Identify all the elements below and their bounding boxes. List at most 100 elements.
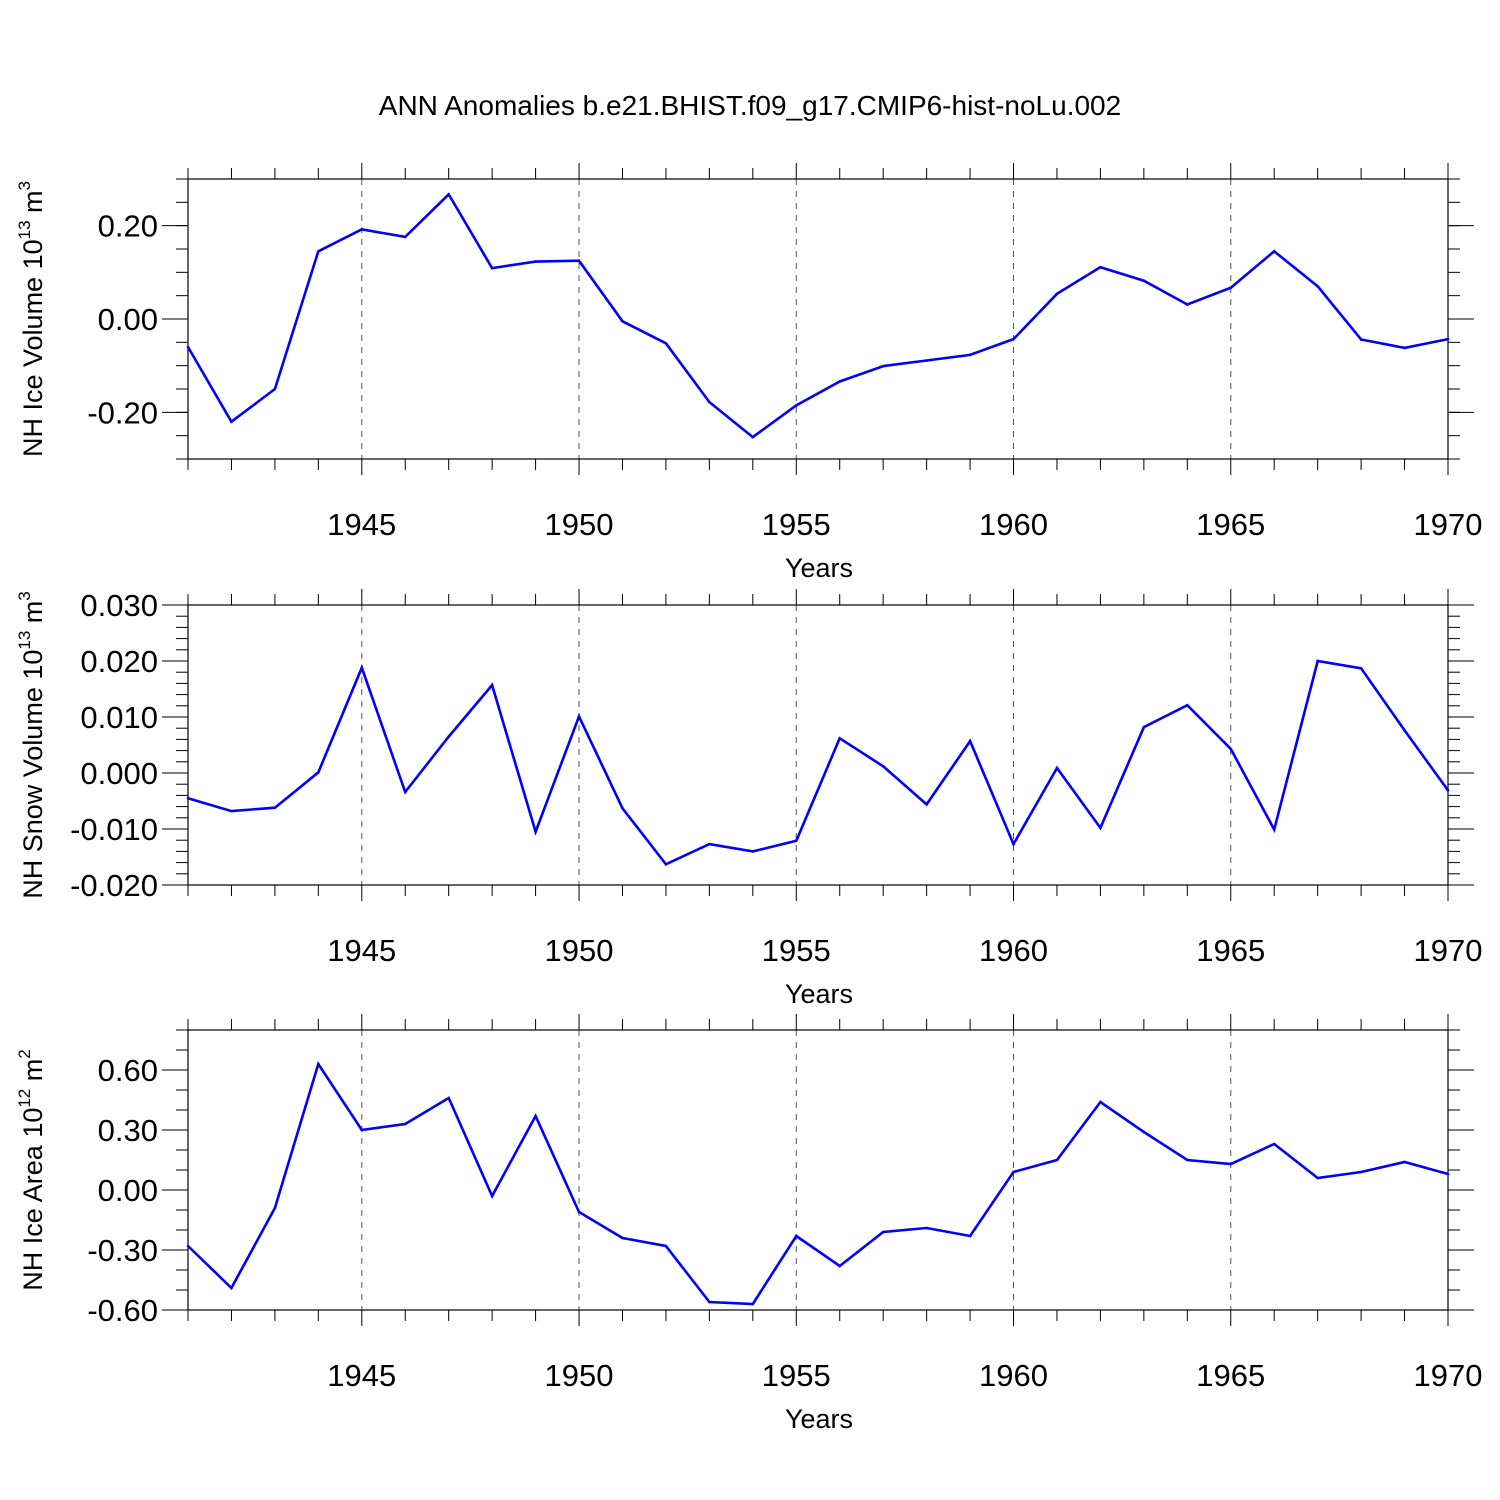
y-tick-label: 0.00 (98, 1173, 158, 1208)
data-point-1945 (360, 1128, 364, 1132)
data-point-1960 (1012, 337, 1015, 341)
data-point-1947 (447, 1096, 450, 1100)
data-point-1970 (1446, 789, 1450, 792)
series-line (187, 1060, 1449, 1306)
data-point-1941 (186, 796, 190, 800)
data-point-1954 (751, 850, 755, 853)
data-point-1944 (317, 250, 320, 253)
data-point-1950 (577, 1210, 581, 1214)
data-point-1959 (968, 1234, 972, 1238)
data-point-1941 (186, 1244, 190, 1248)
data-point-1953 (708, 842, 711, 846)
data-point-1957 (881, 1230, 885, 1234)
data-point-1947 (447, 193, 450, 196)
y-axis-label: NH Ice Volume 1013 m3 (15, 181, 48, 457)
x-tick-label: 1950 (545, 507, 614, 542)
panel-1: -0.20 0.00 0.20 1945 1950 1955 1960 1965 1970 Yea… (15, 163, 1482, 583)
data-point-1966 (1272, 828, 1276, 831)
x-tick-label: 1945 (327, 933, 396, 968)
data-point-1961 (1055, 1158, 1059, 1162)
data-point-1954 (751, 1302, 755, 1306)
plot-frame (187, 604, 1449, 886)
y-axis-label-text: NH Ice Area 10 (18, 1108, 48, 1291)
data-point-1968 (1359, 666, 1363, 670)
data-point-1961 (1055, 292, 1059, 296)
data-point-1969 (1403, 346, 1406, 350)
y-tick-label: 0.60 (98, 1053, 158, 1088)
data-point-1969 (1403, 1160, 1406, 1164)
data-point-1943 (273, 1206, 277, 1210)
y-tick-label: 0.00 (98, 302, 158, 337)
data-point-1951 (621, 1236, 624, 1240)
data-point-1956 (838, 380, 842, 383)
data-point-1958 (925, 1226, 928, 1230)
data-point-1942 (230, 1286, 233, 1290)
data-point-1945 (360, 666, 364, 670)
y-axis-label-superscript: 3 (15, 591, 34, 600)
data-point-1954 (751, 435, 755, 439)
data-point-1946 (403, 790, 407, 794)
data-point-1965 (1229, 747, 1233, 751)
x-tick-label: 1950 (545, 1358, 614, 1393)
data-point-1943 (273, 387, 277, 391)
data-point-1962 (1099, 1100, 1102, 1104)
data-point-1949 (534, 260, 537, 263)
y-tick-label: 0.010 (80, 700, 158, 735)
chart-title: ANN Anomalies b.e21.BHIST.f09_g17.CMIP6-… (379, 90, 1121, 121)
x-tick-label: 1965 (1196, 933, 1265, 968)
data-point-1953 (708, 1300, 711, 1304)
data-point-1948 (490, 1194, 494, 1198)
y-axis-label-superscript: 12 (15, 1089, 34, 1108)
y-axis-label-text: NH Ice Volume 10 (18, 239, 48, 457)
data-point-1956 (838, 1264, 842, 1268)
data-point-1942 (230, 809, 233, 813)
x-tick-label: 1955 (762, 1358, 831, 1393)
data-point-1959 (968, 739, 972, 743)
data-point-1958 (925, 359, 928, 362)
data-point-1947 (447, 735, 450, 738)
data-point-1960 (1012, 842, 1015, 846)
x-tick-label: 1970 (1414, 933, 1483, 968)
y-axis-label-superscript: 2 (15, 1049, 34, 1058)
y-axis-label-superscript: 13 (15, 220, 34, 239)
x-axis-label: Years (785, 979, 853, 1009)
data-point-1955 (794, 404, 798, 407)
data-point-1956 (838, 736, 842, 740)
data-point-1946 (403, 1122, 407, 1126)
y-tick-label: -0.010 (70, 812, 158, 847)
plot-frame (187, 178, 1449, 460)
x-tick-label: 1965 (1196, 1358, 1265, 1393)
x-tick-label: 1950 (545, 933, 614, 968)
x-axis-label: Years (785, 553, 853, 583)
data-point-1946 (403, 235, 407, 239)
y-axis-label-superscript: 3 (15, 181, 34, 190)
x-tick-label: 1955 (762, 507, 831, 542)
data-point-1966 (1272, 250, 1276, 253)
data-point-1963 (1142, 1130, 1146, 1134)
data-point-1941 (186, 345, 190, 349)
panel-3: -0.60 -0.30 0.00 0.30 0.60 1945 1950 1955 1960 19… (15, 1014, 1482, 1434)
data-point-1955 (794, 839, 798, 843)
y-axis-label: NH Ice Area 1012 m2 (15, 1049, 48, 1290)
data-point-1965 (1229, 1162, 1233, 1166)
data-point-1942 (230, 420, 233, 423)
y-tick-label: -0.020 (70, 868, 158, 903)
data-point-1964 (1186, 703, 1189, 707)
y-tick-label: 0.030 (80, 588, 158, 623)
y-tick-label: -0.20 (87, 395, 158, 430)
data-point-1957 (881, 364, 885, 368)
y-axis-label-text: m (18, 601, 48, 631)
data-point-1963 (1142, 725, 1146, 729)
data-point-1959 (968, 353, 972, 357)
x-tick-label: 1960 (979, 1358, 1048, 1393)
y-axis-label-text: m (18, 1059, 48, 1089)
y-tick-label: 0.020 (80, 644, 158, 679)
data-point-1960 (1012, 1170, 1015, 1174)
data-point-1952 (664, 1244, 668, 1248)
panels: -0.20 0.00 0.20 1945 1950 1955 1960 1965 1970 Yea… (15, 163, 1482, 1434)
data-point-1949 (534, 1114, 537, 1118)
data-point-1970 (1446, 1172, 1450, 1176)
data-point-1944 (317, 1062, 320, 1066)
data-point-1948 (490, 683, 494, 687)
x-tick-label: 1945 (327, 507, 396, 542)
